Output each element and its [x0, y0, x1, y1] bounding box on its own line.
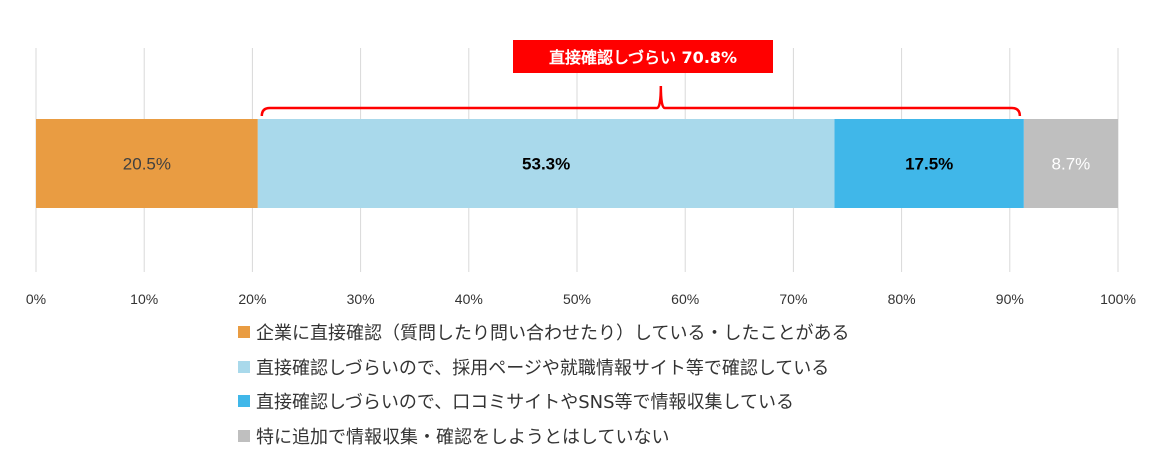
annotation-box	[513, 40, 773, 73]
stacked-bar-chart: 0% 10% 20% 30% 40% 50% 60% 70% 80% 90% 100% 20.5% 53…	[26, 40, 1136, 307]
bar-segment	[36, 119, 258, 208]
data-label: 20.5%	[123, 155, 171, 174]
data-label: 53.3%	[522, 155, 570, 174]
legend-swatch	[238, 395, 250, 408]
bar-segment	[1023, 119, 1118, 208]
x-tick-label: 10%	[130, 291, 158, 307]
x-tick-label: 50%	[563, 291, 591, 307]
legend-label: 企業に直接確認（質問したり問い合わせたり）している・したことがある	[256, 323, 850, 345]
x-tick-label: 40%	[455, 291, 483, 307]
annotation-label: 直接確認しづらい 70.8%	[549, 48, 737, 67]
data-label: 17.5%	[905, 155, 953, 174]
legend-swatch	[238, 326, 250, 339]
x-tick-label: 80%	[888, 291, 916, 307]
annotation-bracket	[260, 85, 1022, 117]
x-tick-label: 100%	[1100, 291, 1136, 307]
legend-item: 直接確認しづらいので、口コミサイトやSNS等で情報収集している	[238, 384, 849, 419]
legend-swatch	[238, 429, 250, 442]
legend-item: 特に追加で情報収集・確認をしようとはしていない	[238, 419, 849, 454]
bar-segment	[834, 119, 1024, 208]
x-tick-label: 0%	[26, 291, 46, 307]
legend-label: 直接確認しづらいので、採用ページや就職情報サイト等で確認している	[256, 357, 830, 379]
legend: 企業に直接確認（質問したり問い合わせたり）している・したことがある 直接確認しづら…	[238, 315, 849, 453]
x-tick-label: 70%	[779, 291, 807, 307]
bar-segment	[257, 119, 835, 208]
legend-item: 企業に直接確認（質問したり問い合わせたり）している・したことがある	[238, 315, 849, 350]
data-label: 8.7%	[1052, 155, 1091, 174]
x-tick-label: 90%	[996, 291, 1024, 307]
x-tick-label: 60%	[671, 291, 699, 307]
x-tick-label: 20%	[238, 291, 266, 307]
legend-swatch	[238, 360, 250, 373]
x-tick-label: 30%	[347, 291, 375, 307]
legend-label: 直接確認しづらいので、口コミサイトやSNS等で情報収集している	[256, 392, 794, 414]
legend-label: 特に追加で情報収集・確認をしようとはしていない	[256, 426, 670, 448]
legend-item: 直接確認しづらいので、採用ページや就職情報サイト等で確認している	[238, 350, 849, 385]
